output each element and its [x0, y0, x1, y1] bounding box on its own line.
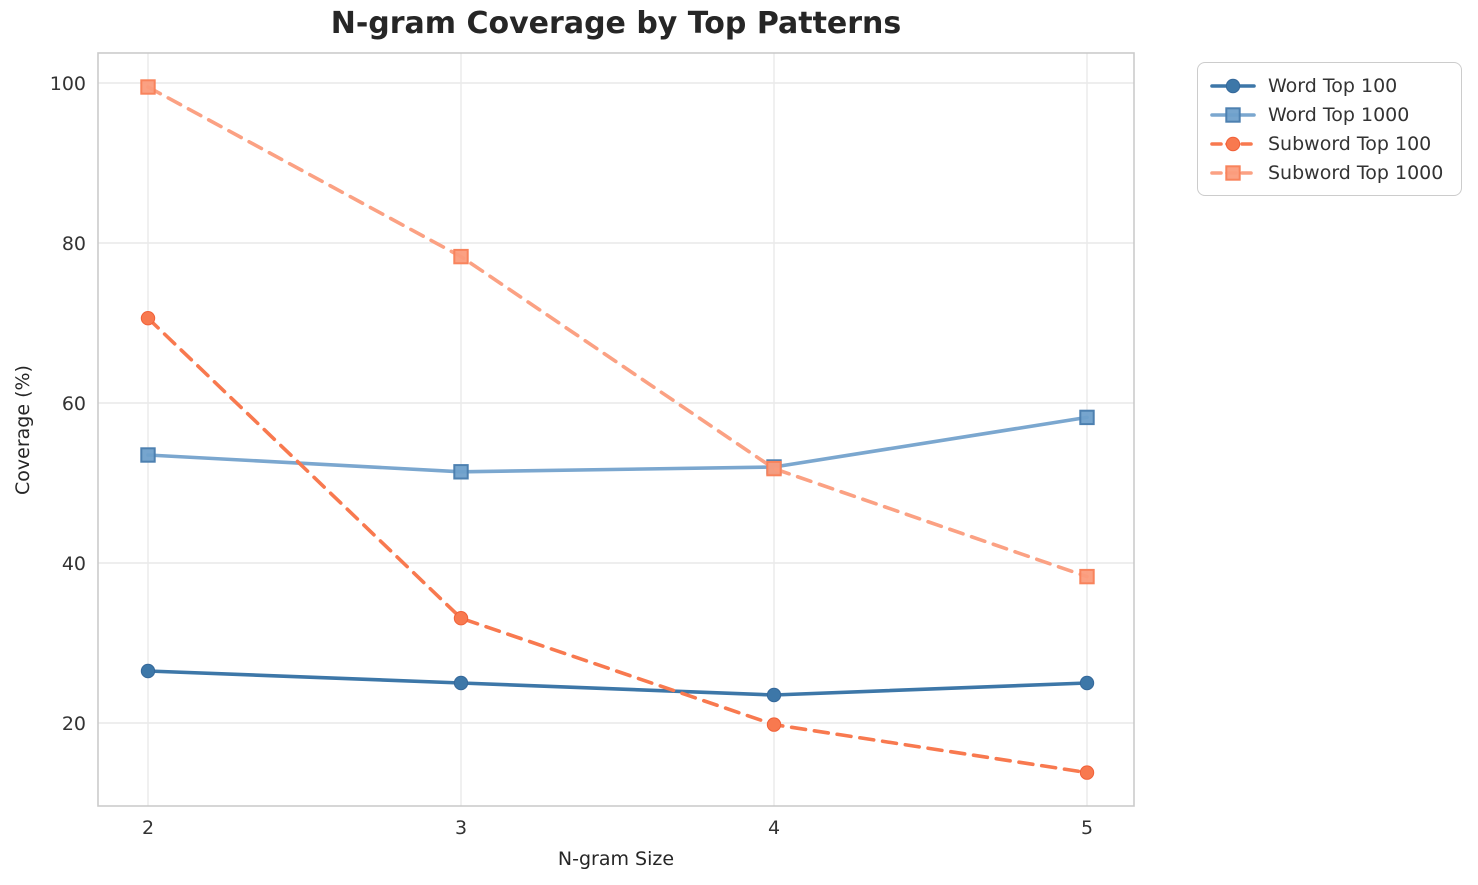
- marker-word-top-100-x3: [453, 675, 469, 691]
- marker-subword-top-1000-x4: [766, 460, 782, 477]
- y-tick-label-60: 60: [62, 393, 86, 415]
- legend-marker-swatch: [1225, 78, 1241, 93]
- x-tick-label-3: 3: [455, 817, 467, 839]
- legend-label: Word Top 1000: [1268, 103, 1410, 126]
- legend-marker-swatch: [1225, 164, 1241, 181]
- y-axis-label: Coverage (%): [12, 365, 34, 495]
- x-tick-label-5: 5: [1081, 817, 1093, 839]
- legend: Word Top 100 Word Top 1000 Subword Top 100…: [1197, 62, 1462, 196]
- marker-subword-top-1000-x5: [1079, 568, 1095, 585]
- legend-sample-solid-square-icon: [1210, 106, 1256, 123]
- y-tick-label-80: 80: [62, 233, 86, 255]
- series-line-subword-top-100: [146, 316, 1089, 775]
- series-line-subword-top-1000: [146, 85, 1089, 579]
- plot-border: [97, 52, 1135, 807]
- legend-marker-swatch: [1225, 136, 1241, 151]
- y-tick-label-20: 20: [62, 713, 86, 735]
- marker-word-top-100-x4: [766, 687, 782, 703]
- legend-item-subword-top-1000: Subword Top 1000: [1210, 158, 1449, 187]
- marker-subword-top-100-x3: [453, 611, 469, 626]
- marker-word-top-1000-x2: [140, 447, 156, 463]
- marker-subword-top-100-x4: [766, 717, 782, 732]
- marker-subword-top-1000-x2: [140, 79, 156, 95]
- marker-subword-top-100-x5: [1079, 765, 1095, 780]
- y-tick-label-100: 100: [50, 73, 86, 95]
- series-line-word-top-1000: [146, 415, 1089, 474]
- legend-sample-dashed-circle-icon: [1210, 136, 1256, 151]
- y-tick-label-40: 40: [62, 553, 86, 575]
- legend-item-word-top-100: Word Top 100: [1210, 71, 1449, 100]
- legend-label: Word Top 100: [1268, 74, 1398, 97]
- marker-subword-top-100-x2: [140, 311, 156, 326]
- legend-item-subword-top-100: Subword Top 100: [1210, 129, 1449, 158]
- chart-title: N-gram Coverage by Top Patterns: [330, 6, 902, 41]
- marker-word-top-100-x5: [1079, 675, 1095, 691]
- series-line-word-top-100: [146, 669, 1089, 697]
- x-tick-label-4: 4: [768, 817, 780, 839]
- marker-word-top-1000-x5: [1079, 409, 1095, 426]
- marker-word-top-100-x2: [140, 663, 156, 679]
- legend-sample-dashed-square-icon: [1210, 164, 1256, 181]
- x-tick-label-2: 2: [142, 817, 154, 839]
- marker-subword-top-1000-x3: [453, 248, 469, 265]
- legend-label: Subword Top 1000: [1268, 161, 1444, 184]
- legend-item-word-top-1000: Word Top 1000: [1210, 100, 1449, 129]
- legend-sample-solid-circle-icon: [1210, 78, 1256, 93]
- marker-word-top-1000-x3: [453, 464, 469, 480]
- legend-label: Subword Top 100: [1268, 132, 1432, 155]
- x-axis-label: N-gram Size: [557, 848, 675, 870]
- legend-marker-swatch: [1225, 106, 1241, 123]
